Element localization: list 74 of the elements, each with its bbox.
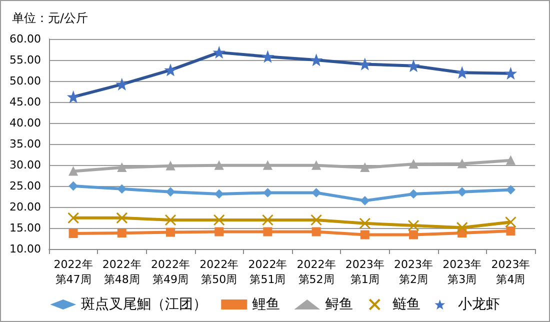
point <box>262 214 274 226</box>
y-tick-label: 60.00 <box>10 32 41 46</box>
chart-title: 单位：元/公斤 <box>12 11 88 25</box>
point <box>263 160 272 170</box>
point <box>409 230 418 240</box>
point <box>408 220 420 232</box>
x-tick-label: 2022年第48周 <box>102 258 142 286</box>
x-tick-label: 2023年第3周 <box>442 258 482 286</box>
point <box>408 60 419 72</box>
point <box>506 226 516 236</box>
legend-label: 鲟鱼 <box>325 296 354 312</box>
x-tick-label: 2022年第51周 <box>248 258 288 286</box>
point <box>506 156 516 165</box>
y-tick-label: 45.00 <box>10 96 41 108</box>
legend-label: 斑点叉尾鮰（江团） <box>81 296 208 312</box>
point <box>166 187 175 196</box>
point <box>213 214 225 226</box>
x-tick-label: 2022年第47周 <box>54 258 93 286</box>
point <box>166 161 175 170</box>
y-tick-label: 50.00 <box>10 74 41 88</box>
point <box>214 46 225 58</box>
point <box>214 160 224 170</box>
point <box>360 230 370 240</box>
x-tick-label: 2022年第49周 <box>151 258 190 286</box>
point <box>360 163 370 172</box>
point <box>456 67 468 78</box>
y-tick-label: 10.00 <box>10 242 41 256</box>
point <box>456 222 468 234</box>
point <box>165 64 176 76</box>
point <box>360 196 370 206</box>
point <box>312 227 321 236</box>
point <box>504 216 516 228</box>
point <box>409 189 418 198</box>
point <box>116 212 128 224</box>
point <box>310 54 322 66</box>
y-tick-label: 30.00 <box>10 158 41 172</box>
point <box>263 227 272 236</box>
point <box>262 51 274 62</box>
x-tick-label: 2022年第50周 <box>200 258 239 286</box>
y-tick-label: 15.00 <box>10 222 41 234</box>
point <box>214 227 224 236</box>
point <box>409 160 418 169</box>
point <box>458 159 467 168</box>
point <box>312 188 321 198</box>
point <box>117 163 126 172</box>
y-tick-label: 55.00 <box>10 54 41 66</box>
point <box>312 160 321 170</box>
point <box>505 68 516 79</box>
y-tick-label: 40.00 <box>10 116 41 130</box>
point <box>458 187 467 196</box>
point <box>359 58 370 70</box>
x-tick-label: 2023年第2周 <box>394 258 433 286</box>
x-tick-label: 2023年第4周 <box>491 258 530 286</box>
x-tick-label: 2022年第52周 <box>296 258 336 286</box>
y-tick-label: 35.00 <box>10 138 41 150</box>
point <box>166 228 175 237</box>
y-tick-label: 20.00 <box>10 200 41 214</box>
legend-label: 小龙虾 <box>458 296 500 312</box>
point <box>310 214 322 226</box>
x-tick-label: 2023年第1周 <box>345 258 384 286</box>
legend-label: 鲤鱼 <box>252 296 280 312</box>
y-tick-label: 25.00 <box>10 180 41 192</box>
point <box>117 184 126 194</box>
legend-label: 鲢鱼 <box>392 296 421 312</box>
point <box>68 166 78 176</box>
point <box>164 214 176 226</box>
point <box>68 91 79 102</box>
point <box>68 228 78 238</box>
point <box>68 182 78 190</box>
point <box>116 78 128 90</box>
point <box>117 228 126 238</box>
point <box>359 218 371 230</box>
point <box>68 212 80 224</box>
point <box>506 185 516 194</box>
